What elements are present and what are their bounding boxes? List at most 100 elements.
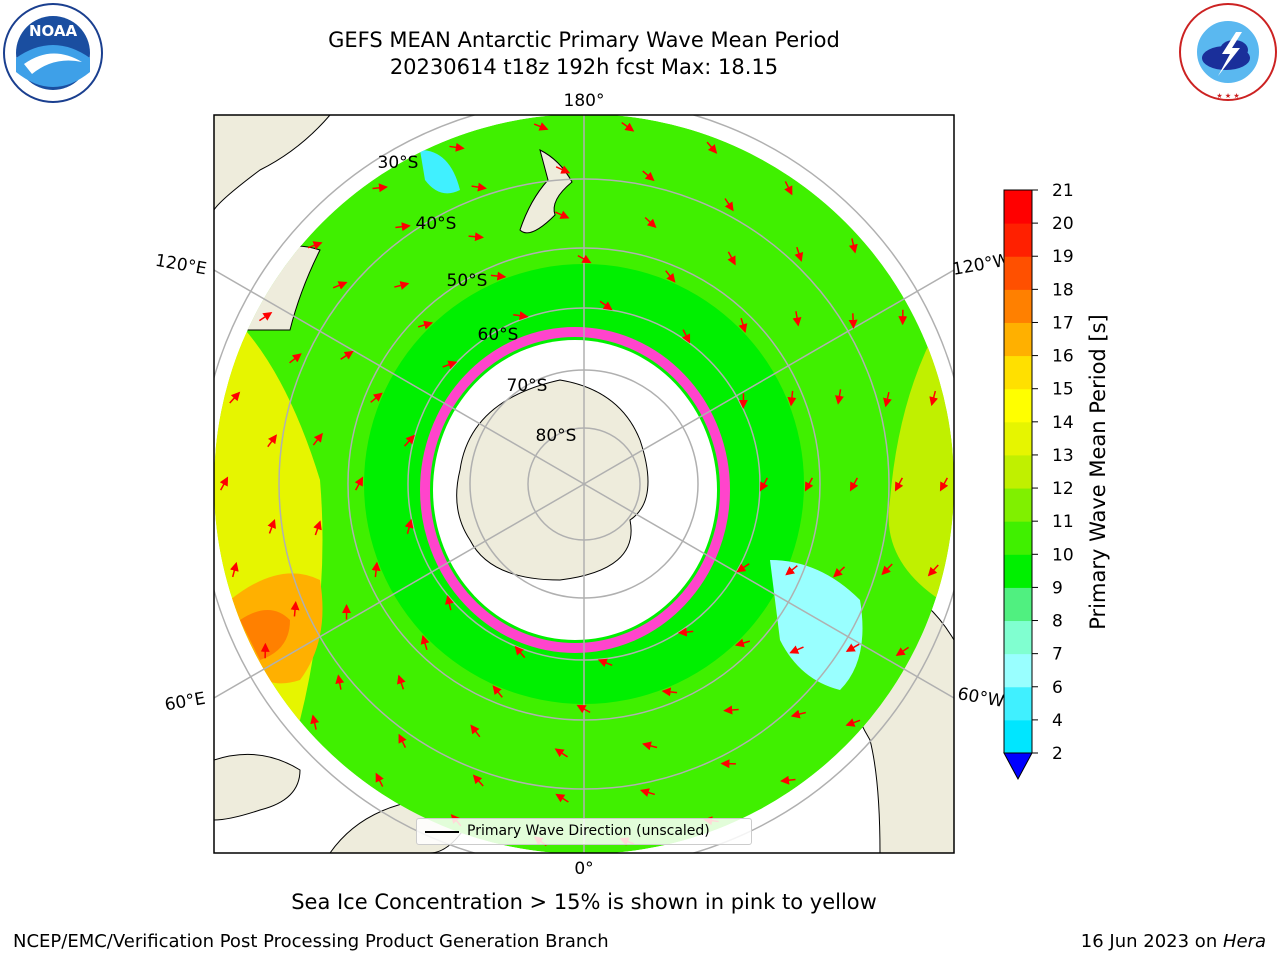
colorbar-tick-label: 20 xyxy=(1052,214,1074,234)
wave-direction-arrow xyxy=(395,222,411,232)
colorbar-tick-label: 6 xyxy=(1052,678,1063,698)
colorbar-tick-label: 8 xyxy=(1052,612,1063,632)
wave-direction-arrow xyxy=(267,434,277,448)
wave-direction-arrow xyxy=(599,300,613,311)
host-name: Hera xyxy=(1222,931,1266,952)
wave-direction-arrow xyxy=(417,320,434,330)
wave-direction-arrow xyxy=(677,627,694,637)
wave-direction-arrow xyxy=(513,311,529,321)
colorbar-segment xyxy=(1004,587,1032,622)
colorbar-segment xyxy=(1004,355,1032,390)
colorbar-tick-label: 7 xyxy=(1052,645,1063,665)
lon-label-60e: 60°E xyxy=(163,689,207,716)
colorbar: 2 4 6 7 8 9 10 11 12 13 14 15 16 17 18 19 20 21 xyxy=(1003,181,1074,781)
colorbar-segment xyxy=(1004,223,1032,257)
wave-direction-arrow xyxy=(642,170,655,182)
wave-direction-arrow xyxy=(398,733,407,748)
map-frame xyxy=(213,114,955,854)
wave-direction-arrow xyxy=(313,520,322,536)
wave-direction-arrow xyxy=(929,390,939,407)
colorbar-tick-label: 12 xyxy=(1052,479,1074,499)
wave-direction-arrow xyxy=(514,645,526,659)
wave-direction-arrow xyxy=(555,165,571,174)
colorbar-extend-triangle xyxy=(1003,752,1033,781)
wave-direction-arrow xyxy=(848,238,858,254)
wave-direction-arrow xyxy=(724,198,734,212)
wave-direction-arrow xyxy=(404,518,414,535)
legend-label: Primary Wave Direction (unscaled) xyxy=(467,823,710,839)
wave-direction-arrow xyxy=(682,329,691,344)
wave-direction-arrow xyxy=(644,216,657,229)
wave-direction-arrow xyxy=(312,432,323,446)
colorbar-segment xyxy=(1004,190,1032,224)
generation-date-text: 16 Jun 2023 on xyxy=(1080,931,1223,952)
wave-direction-arrow xyxy=(370,392,383,403)
wave-direction-arrow xyxy=(289,353,302,364)
wave-direction-arrow xyxy=(229,561,239,578)
wave-direction-arrow xyxy=(845,643,860,652)
wave-direction-arrow xyxy=(310,714,320,730)
wave-direction-arrow xyxy=(555,793,569,803)
svg-text:★ ★ ★: ★ ★ ★ xyxy=(1216,92,1239,100)
wave-direction-arrow xyxy=(576,704,591,714)
colorbar-segment xyxy=(1004,620,1032,655)
wave-direction-arrow xyxy=(789,645,804,654)
wave-direction-arrow xyxy=(759,477,769,492)
wave-direction-arrow xyxy=(554,748,568,758)
wave-direction-arrow xyxy=(444,595,454,611)
wave-direction-arrow xyxy=(794,246,804,262)
colorbar-tick-label: 16 xyxy=(1052,347,1074,367)
wave-direction-arrow xyxy=(290,601,300,617)
wave-direction-arrow xyxy=(621,121,635,132)
colorbar-tick-label: 13 xyxy=(1052,446,1074,466)
wave-direction-arrow xyxy=(845,718,861,727)
wave-direction-arrow xyxy=(267,518,276,534)
wave-direction-arrow xyxy=(792,311,802,327)
wave-direction-arrow xyxy=(258,311,273,322)
wave-direction-arrow xyxy=(804,477,814,492)
wave-direction-arrow xyxy=(833,566,846,578)
wave-direction-arrow xyxy=(639,788,656,797)
wave-direction-arrow xyxy=(784,181,793,196)
wave-direction-arrow xyxy=(403,434,415,447)
wave-direction-arrow xyxy=(597,658,613,668)
lon-label-120e: 120°E xyxy=(154,251,208,280)
wave-direction-arrow xyxy=(471,182,487,192)
lat-label-50s: 50°S xyxy=(447,271,488,291)
wave-direction-arrow xyxy=(727,251,736,266)
land-australia xyxy=(214,115,331,211)
colorbar-tick-label: 11 xyxy=(1052,512,1074,532)
colorbar-tick-label: 17 xyxy=(1052,313,1074,333)
colorbar-segment xyxy=(1004,554,1032,588)
wave-direction-arrow xyxy=(371,561,381,578)
wave-direction-arrow xyxy=(848,313,858,329)
wave-direction-arrow xyxy=(490,271,507,281)
colorbar-tick-label: 18 xyxy=(1052,280,1074,300)
wave-direction-arrow xyxy=(661,687,678,697)
wave-direction-arrow xyxy=(442,360,458,370)
colorbar-frame xyxy=(1003,189,1033,754)
wave-direction-arrow xyxy=(375,772,384,787)
lat-label-70s: 70°S xyxy=(507,376,548,396)
wave-direction-arrow xyxy=(577,254,592,264)
wave-direction-arrow xyxy=(927,564,939,577)
map-legend: Primary Wave Direction (unscaled) xyxy=(416,818,752,845)
lat-label-40s: 40°S xyxy=(416,214,457,234)
lat-label-60s: 60°S xyxy=(478,325,519,345)
colorbar-tick-label: 15 xyxy=(1052,380,1074,400)
wave-direction-arrow xyxy=(219,476,229,491)
generation-date: 16 Jun 2023 on Hera xyxy=(1081,931,1266,952)
map-subtitle: 20230614 t18z 192h fcst Max: 18.15 xyxy=(389,55,779,79)
legend-line-sample xyxy=(425,831,459,833)
land-africa-corner xyxy=(214,753,301,821)
wave-direction-arrow xyxy=(736,563,750,573)
colorbar-tick-label: 4 xyxy=(1052,711,1063,731)
colorbar-tick-label: 9 xyxy=(1052,578,1063,598)
wave-direction-arrow xyxy=(533,122,549,131)
wave-direction-arrows xyxy=(219,121,949,847)
producer-credit: NCEP/EMC/Verification Post Processing Pr… xyxy=(13,931,609,952)
wave-direction-arrow xyxy=(894,477,904,492)
wave-direction-arrow xyxy=(397,674,406,690)
wave-direction-arrow xyxy=(472,774,484,787)
